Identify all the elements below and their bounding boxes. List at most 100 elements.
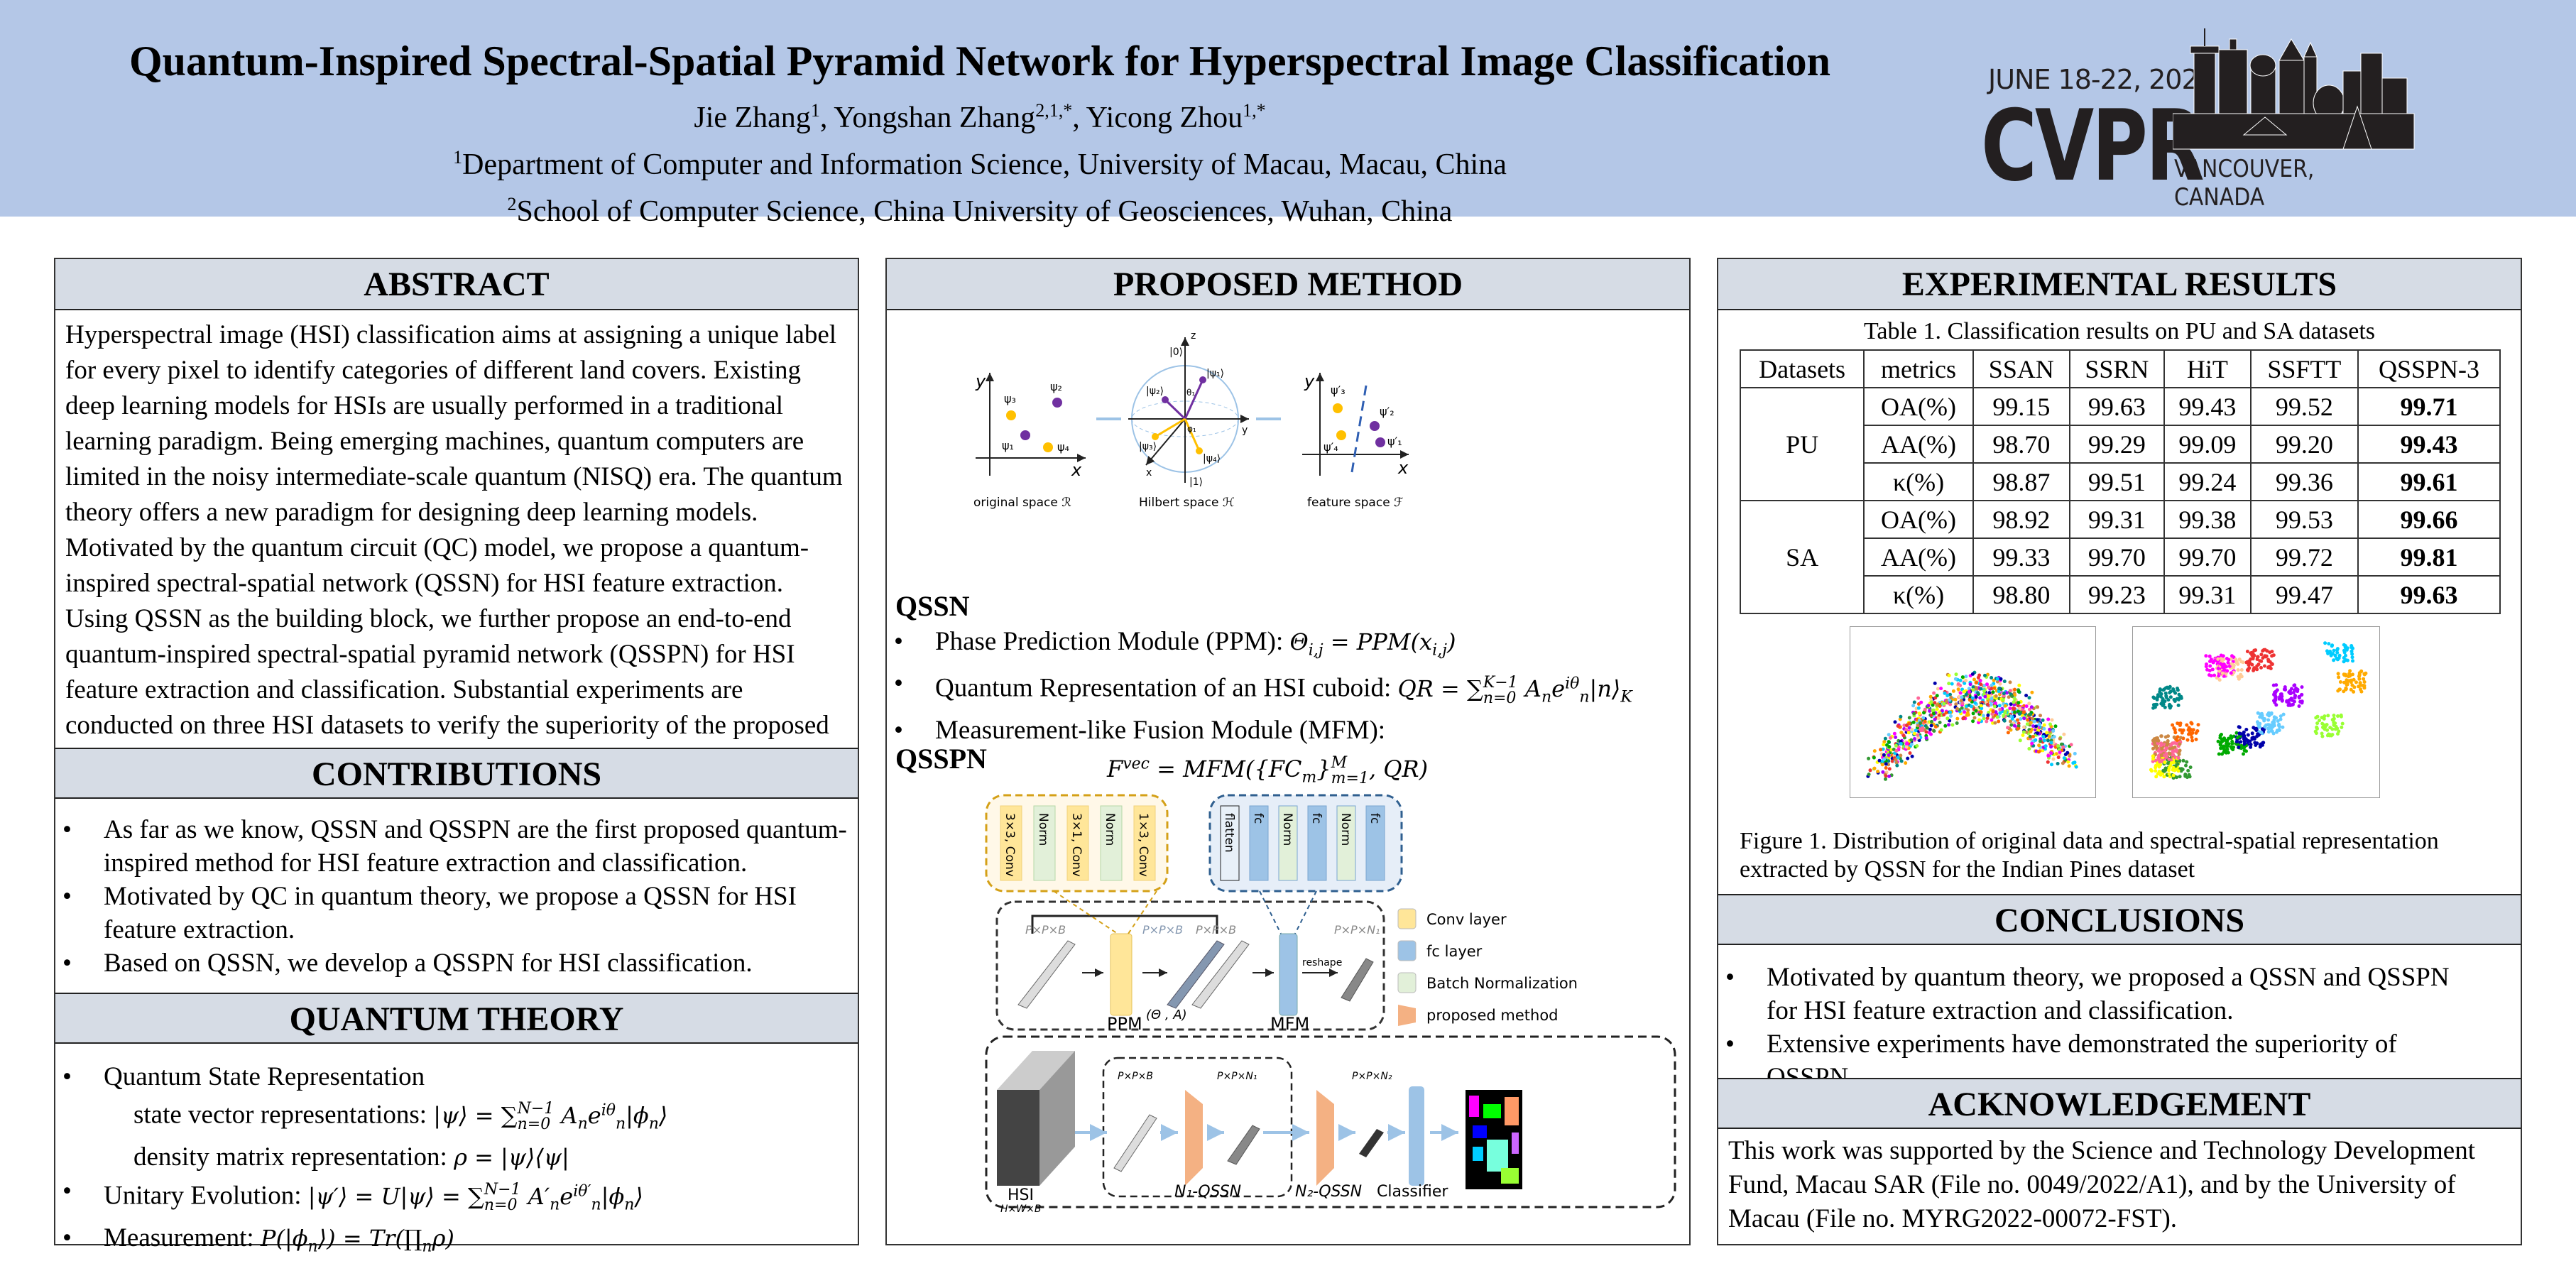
item-label: Measurement-like Fusion Module (MFM): bbox=[935, 716, 1386, 746]
scatter-point bbox=[2335, 726, 2340, 731]
scatter-point bbox=[2066, 760, 2070, 764]
scatter-point bbox=[1994, 710, 1998, 714]
scatter-point bbox=[2252, 737, 2256, 741]
item-label: Unitary Evolution: bbox=[104, 1181, 308, 1211]
column-header: SSAN bbox=[1972, 349, 2070, 388]
scatter-point bbox=[1927, 731, 1931, 735]
scatter-point bbox=[2253, 726, 2257, 731]
scatter-point bbox=[1980, 706, 1984, 711]
scatter-point bbox=[2151, 757, 2155, 761]
scatter-point bbox=[1982, 714, 1985, 718]
scatter-point bbox=[2159, 692, 2163, 696]
scatter-point bbox=[1974, 709, 1978, 713]
scatter-point bbox=[1985, 719, 1989, 724]
scatter-point bbox=[2237, 657, 2242, 662]
svg-text:ψ′₁: ψ′₁ bbox=[1387, 435, 1402, 448]
scatter-point bbox=[2002, 714, 2006, 718]
column-header: HiT bbox=[2163, 349, 2252, 388]
scatter-point bbox=[2156, 749, 2161, 753]
scatter-point bbox=[2048, 727, 2052, 731]
scatter-point bbox=[2338, 687, 2342, 692]
scatter-point bbox=[2299, 693, 2303, 697]
scatter-point bbox=[2156, 755, 2161, 760]
scatter-point bbox=[2225, 747, 2230, 751]
scatter-point bbox=[1901, 733, 1906, 738]
scatter-point bbox=[2178, 736, 2183, 740]
scatter-point bbox=[2034, 738, 2038, 742]
scatter-point bbox=[1913, 737, 1916, 741]
value-cell: 98.87 bbox=[1972, 462, 2070, 501]
scatter-point bbox=[2172, 697, 2176, 702]
value-cell: 99.33 bbox=[1972, 537, 2070, 577]
scatter-point bbox=[2175, 775, 2178, 780]
logo-name: CVPR bbox=[1981, 89, 2205, 203]
scatter-point bbox=[2176, 769, 2181, 773]
scatter-point bbox=[1916, 724, 1920, 728]
svg-text:P×P×B: P×P×B bbox=[1196, 923, 1236, 937]
svg-text:θ₁: θ₁ bbox=[1186, 388, 1195, 398]
scatter-point bbox=[2021, 730, 2026, 734]
metric-cell: κ(%) bbox=[1863, 462, 1974, 501]
scatter-point bbox=[1919, 700, 1923, 704]
scatter-point bbox=[1973, 701, 1977, 705]
scatter-point bbox=[2176, 721, 2180, 726]
scatter-point bbox=[2274, 698, 2278, 702]
abstract-header: ABSTRACT bbox=[55, 259, 858, 310]
tsne-original-data-plot bbox=[1850, 626, 2096, 798]
scatter-point bbox=[1975, 686, 1979, 690]
scatter-point bbox=[1916, 736, 1921, 740]
svg-text:ψ₂: ψ₂ bbox=[1050, 380, 1062, 393]
scatter-point bbox=[2016, 704, 2020, 708]
measurement-item: Measurement: P(|ϕn⟩) = Tr(∏nρ) bbox=[55, 1221, 858, 1263]
scatter-point bbox=[2357, 675, 2361, 679]
scatter-point bbox=[2155, 697, 2159, 702]
column-header: SSRN bbox=[2068, 349, 2166, 388]
scatter-point bbox=[2222, 667, 2227, 672]
scatter-point bbox=[1994, 694, 1998, 698]
scatter-point bbox=[2330, 727, 2335, 731]
scatter-point bbox=[2167, 772, 2171, 776]
value-cell: 99.36 bbox=[2249, 462, 2359, 501]
scatter-point bbox=[2266, 713, 2270, 716]
svg-text:P×P×B: P×P×B bbox=[1142, 923, 1183, 937]
scatter-point bbox=[2172, 735, 2176, 739]
scatter-point bbox=[2073, 751, 2077, 755]
Norm-layer bbox=[1336, 805, 1356, 881]
scatter-point bbox=[2340, 721, 2345, 726]
scatter-point bbox=[2058, 751, 2062, 754]
scatter-point bbox=[2262, 719, 2266, 723]
scatter-point bbox=[2161, 768, 2166, 773]
scatter-point bbox=[1998, 707, 2002, 711]
layer-label: fc bbox=[1251, 813, 1265, 824]
scatter-point bbox=[2186, 768, 2190, 773]
scatter-point bbox=[2261, 656, 2265, 660]
scatter-point bbox=[1971, 688, 1975, 692]
mfm-layer bbox=[1279, 933, 1298, 1016]
scatter-point bbox=[1956, 687, 1960, 692]
scatter-point bbox=[1971, 711, 1975, 716]
scatter-point bbox=[2220, 738, 2224, 741]
scatter-point bbox=[2354, 680, 2358, 684]
scatter-point bbox=[2261, 716, 2264, 720]
scatter-point bbox=[2349, 687, 2353, 692]
scatter-point bbox=[2067, 764, 2071, 768]
scatter-point bbox=[2166, 768, 2171, 773]
scatter-point bbox=[2006, 731, 2010, 735]
scatter-point bbox=[2171, 748, 2175, 753]
scatter-point bbox=[1922, 711, 1926, 715]
scatter-point bbox=[1985, 716, 1990, 720]
scatter-point bbox=[2351, 659, 2354, 663]
logo-date: JUNE 18-22, 2023 bbox=[1988, 64, 2215, 95]
value-cell: 99.15 bbox=[1972, 387, 2070, 426]
scatter-point bbox=[1919, 721, 1922, 725]
scatter-point bbox=[2336, 672, 2340, 676]
scatter-point bbox=[2338, 680, 2342, 684]
scatter-point bbox=[2159, 694, 2163, 699]
scatter-point bbox=[1997, 687, 2002, 691]
scatter-point bbox=[1970, 704, 1973, 709]
svg-text:x: x bbox=[1071, 460, 1082, 480]
scatter-point bbox=[2351, 646, 2354, 650]
scatter-point bbox=[2185, 760, 2189, 764]
scatter-point bbox=[1929, 724, 1933, 728]
poster-title: Quantum-Inspired Spectral-Spatial Pyrami… bbox=[129, 38, 1830, 84]
